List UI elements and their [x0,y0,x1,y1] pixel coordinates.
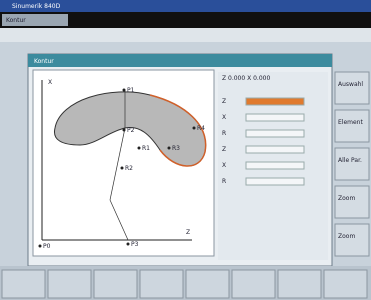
softkey[interactable] [335,148,369,180]
bottom-softkey[interactable] [140,270,183,298]
field-label: Z [222,98,226,105]
axis-label: X [48,79,52,86]
point [193,127,196,130]
softkey-label[interactable]: Zoom [338,195,355,202]
dialog-title: Kontur [34,58,54,65]
softkey-label[interactable]: Alle Par. [338,157,362,164]
softkey-label[interactable]: Element [338,119,363,126]
bottom-softkey[interactable] [186,270,229,298]
bottom-softkey[interactable] [2,270,45,298]
point-label: P1 [127,87,135,94]
tab-label[interactable]: Kontur [6,17,26,24]
point-label: R3 [172,145,180,152]
window-title: Sinumerik 840D [12,3,61,10]
point [123,89,126,92]
softkey[interactable] [335,72,369,104]
point-label: R2 [125,165,133,172]
field[interactable] [246,98,304,105]
bottom-softkey[interactable] [94,270,137,298]
bottom-softkey[interactable] [278,270,321,298]
point [121,167,124,170]
field[interactable] [246,178,304,185]
softkey[interactable] [335,110,369,142]
point-label: R4 [197,125,205,132]
point-label: P0 [43,243,51,250]
point [138,147,141,150]
field[interactable] [246,130,304,137]
point-label: P3 [131,241,139,248]
softkey-label[interactable]: Auswahl [338,81,363,88]
field-label: R [222,130,226,137]
point [123,129,126,132]
field[interactable] [246,146,304,153]
field-label: R [222,178,226,185]
field-label: Z [222,146,226,153]
point [39,245,42,248]
point [168,147,171,150]
toolbar [0,28,371,42]
softkey[interactable] [335,186,369,218]
bottom-softkey[interactable] [232,270,275,298]
axis-label: Z [186,229,190,236]
bottom-softkey[interactable] [48,270,91,298]
form-header: Z 0.000 X 0.000 [222,75,270,82]
field[interactable] [246,162,304,169]
softkey-label[interactable]: Zoom [338,233,355,240]
screen: Sinumerik 840D Kontur Kontur X Z P1 P2 R1 R… [0,0,371,300]
field[interactable] [246,114,304,121]
field-label: X [222,114,226,121]
softkey[interactable] [335,224,369,256]
dialog-header [28,54,332,67]
point-label: R1 [142,145,150,152]
field-label: X [222,162,226,169]
point-label: P2 [127,127,135,134]
point [127,243,130,246]
bottom-softkey[interactable] [324,270,367,298]
